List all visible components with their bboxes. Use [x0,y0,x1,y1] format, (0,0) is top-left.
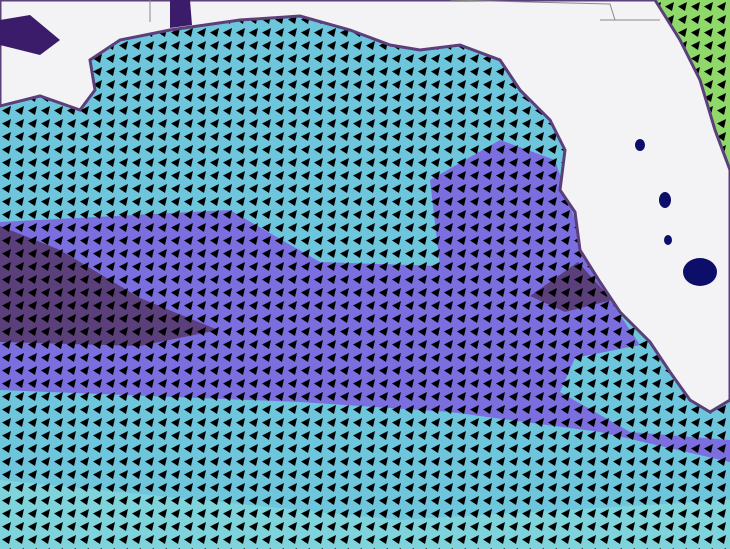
bay [170,0,192,28]
lake [659,192,671,208]
lake [635,139,645,151]
lake [0,15,60,55]
state-border [149,0,660,22]
lake [664,235,672,245]
lake-okeechobee [683,258,717,286]
land [0,0,730,414]
